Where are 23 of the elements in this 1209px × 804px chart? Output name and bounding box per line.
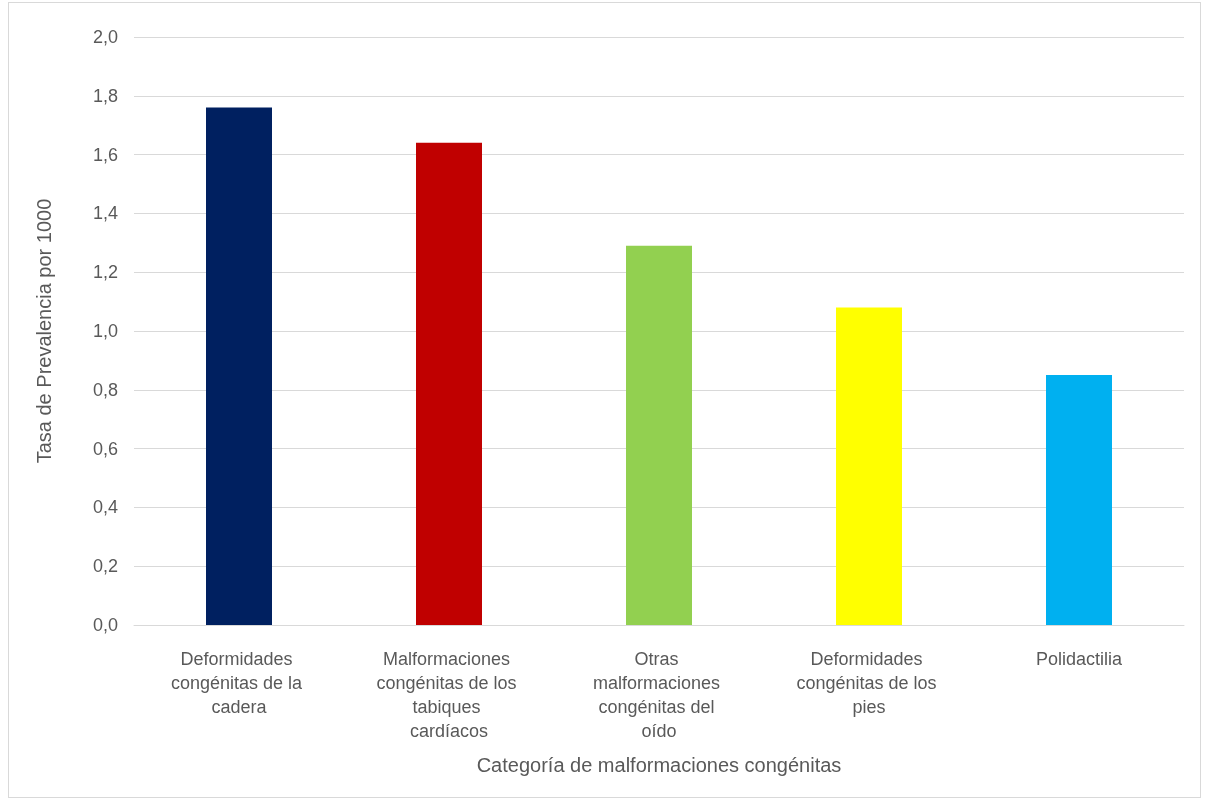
y-tick-label: 1,0: [92, 321, 118, 341]
x-tick-label: Otras malformaciones congénitas del oído: [592, 649, 726, 741]
y-tick-label: 0,0: [92, 615, 118, 635]
bar: [836, 307, 902, 625]
y-tick-label: 1,4: [92, 203, 118, 224]
y-tick-label: 0,2: [92, 556, 118, 577]
x-tick-label: Malformaciones congénitas de los tabiques cardíacos: [376, 649, 522, 741]
x-tick-label: Polidactilia: [1035, 649, 1124, 669]
y-tick-label: 1,8: [92, 85, 118, 106]
y-tick-label: 1,6: [92, 144, 118, 165]
bar: [206, 107, 272, 625]
y-tick-label: 2,0: [92, 27, 118, 47]
y-tick-label: 0,8: [92, 379, 118, 400]
bar: [1046, 375, 1112, 625]
y-tick-label: 1,2: [92, 262, 118, 283]
x-axis-title: Categoría de malformaciones congénitas: [476, 754, 842, 776]
y-tick-label: 0,4: [92, 497, 118, 518]
bar: [416, 142, 482, 625]
x-tick-label: Deformidades congénitas de los pies: [796, 649, 942, 717]
bar: [626, 245, 692, 625]
x-tick-label: Deformidades congénitas de la cadera: [170, 649, 308, 717]
y-axis-title: Tasa de Prevalencia por 1000: [33, 198, 55, 464]
y-tick-label: 0,6: [92, 438, 118, 459]
